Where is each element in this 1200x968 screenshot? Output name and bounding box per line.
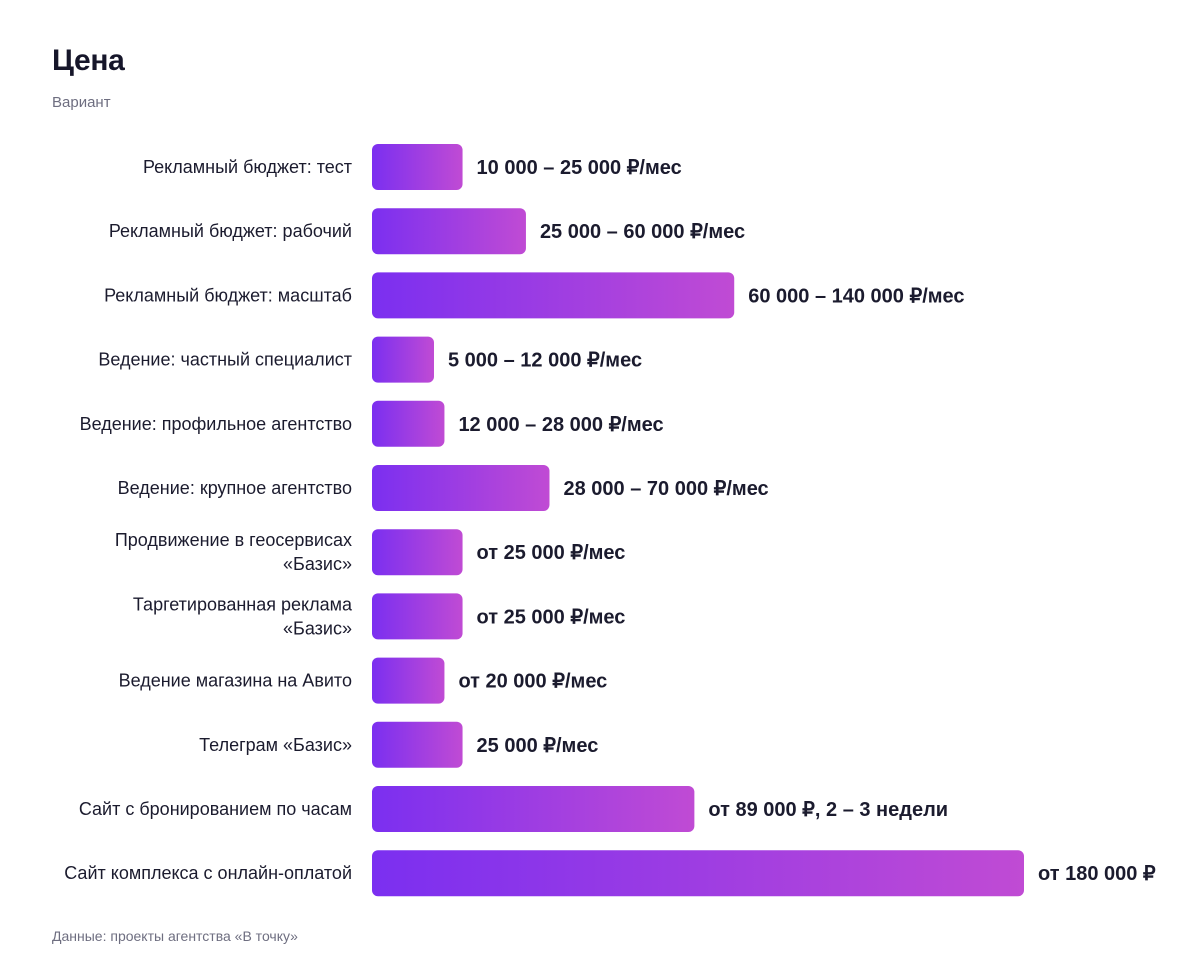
data-label: от 25 000 ₽/мес bbox=[477, 606, 626, 628]
category-label: Продвижение в геосервисах «Базис» bbox=[115, 530, 352, 574]
chart-subtitle: Вариант bbox=[52, 94, 111, 111]
data-label: 60 000 – 140 000 ₽/мес bbox=[748, 285, 964, 307]
category-label: Ведение: крупное агентство bbox=[118, 478, 352, 498]
bar bbox=[372, 144, 463, 190]
data-label: 28 000 – 70 000 ₽/мес bbox=[563, 478, 768, 500]
category-label: Сайт с бронированием по часам bbox=[79, 799, 352, 819]
data-label: 25 000 – 60 000 ₽/мес bbox=[540, 221, 745, 243]
data-label: 12 000 – 28 000 ₽/мес bbox=[458, 414, 663, 436]
bar bbox=[372, 272, 735, 319]
category-label: Ведение: профильное агентство bbox=[80, 414, 352, 434]
data-label: от 180 000 ₽ bbox=[1038, 863, 1156, 885]
category-label: Таргетированная реклама «Базис» bbox=[133, 594, 353, 638]
bar bbox=[372, 721, 463, 768]
data-label: от 89 000 ₽, 2 – 3 недели bbox=[708, 799, 948, 821]
data-label: 10 000 – 25 000 ₽/мес bbox=[477, 157, 682, 179]
category-label: Ведение магазина на Авито bbox=[119, 671, 352, 691]
category-label: Сайт комплекса с онлайн-оплатой bbox=[64, 863, 352, 883]
data-label: 5 000 – 12 000 ₽/мес bbox=[448, 350, 642, 372]
category-label: Рекламный бюджет: масштаб bbox=[104, 285, 352, 305]
category-label: Телеграм «Базис» bbox=[199, 735, 352, 755]
bar bbox=[372, 786, 695, 832]
bar bbox=[372, 593, 463, 640]
bar bbox=[372, 465, 550, 511]
category-label: Ведение: частный специалист bbox=[98, 350, 352, 370]
bar bbox=[372, 850, 1024, 897]
bar bbox=[372, 657, 445, 704]
category-label: Рекламный бюджет: тест bbox=[143, 157, 352, 177]
bar bbox=[372, 529, 463, 576]
data-label: 25 000 ₽/мес bbox=[477, 735, 599, 757]
category-label: Рекламный бюджет: рабочий bbox=[109, 221, 352, 241]
data-label: от 25 000 ₽/мес bbox=[477, 542, 626, 564]
data-label: от 20 000 ₽/мес bbox=[458, 671, 607, 693]
bar bbox=[372, 208, 526, 255]
chart-source-note: Данные: проекты агентства «В точку» bbox=[52, 928, 298, 944]
bar bbox=[372, 336, 434, 383]
chart-title: Цена bbox=[52, 44, 125, 77]
bar bbox=[372, 400, 445, 447]
